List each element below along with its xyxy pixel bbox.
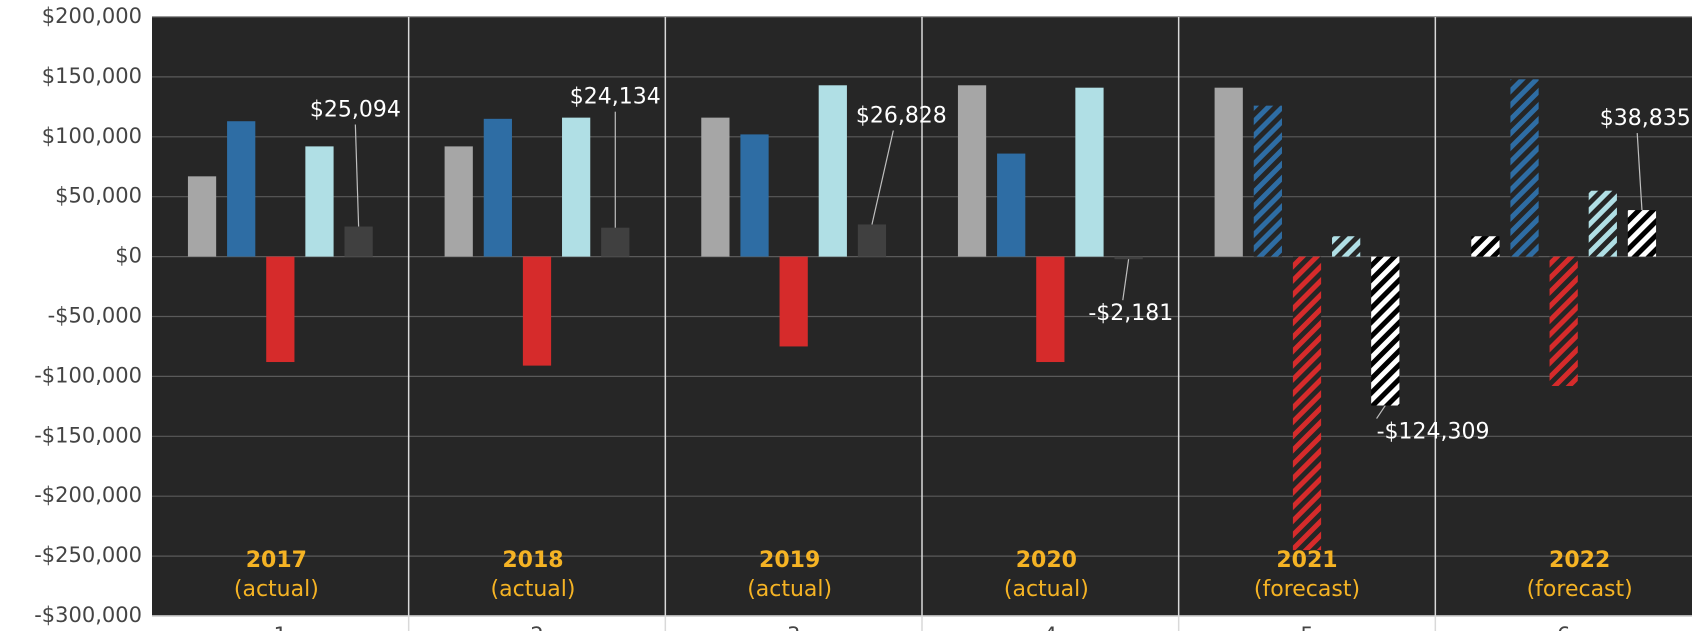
y-tick-label: $150,000 xyxy=(42,64,142,88)
data-label: -$124,309 xyxy=(1377,420,1490,445)
leader-line xyxy=(1122,259,1130,301)
bar xyxy=(562,117,591,257)
x-tick-label: 4 xyxy=(1044,623,1057,631)
group-status: (actual) xyxy=(234,577,319,602)
bar xyxy=(818,85,847,257)
leader-line xyxy=(354,124,360,227)
y-tick-label: -$250,000 xyxy=(34,543,142,567)
bar xyxy=(701,117,730,257)
x-tick-label: 2 xyxy=(530,623,543,631)
group-year: 2019 xyxy=(759,548,820,573)
bar xyxy=(997,153,1026,257)
y-tick-label: -$150,000 xyxy=(34,423,142,447)
y-tick-label: $200,000 xyxy=(42,4,142,28)
group-status: (actual) xyxy=(1004,577,1089,602)
bar xyxy=(1332,236,1361,257)
bar xyxy=(1549,256,1578,386)
data-label: $24,134 xyxy=(570,85,661,110)
group-year: 2018 xyxy=(502,548,563,573)
bar xyxy=(344,226,373,257)
y-tick-label: $0 xyxy=(115,244,142,268)
x-tick-label: 3 xyxy=(787,623,800,631)
bar xyxy=(1214,87,1243,257)
bar xyxy=(1510,79,1539,257)
group-status: (forecast) xyxy=(1527,577,1633,602)
y-tick-label: $50,000 xyxy=(55,184,142,208)
group-status: (actual) xyxy=(491,577,576,602)
x-tick-label: 6 xyxy=(1557,623,1570,631)
group-year: 2020 xyxy=(1016,548,1077,573)
bar xyxy=(601,227,630,257)
bar xyxy=(957,85,987,257)
data-label: $25,094 xyxy=(310,98,401,123)
leader-line xyxy=(1376,405,1386,419)
bar xyxy=(1371,256,1400,406)
bar xyxy=(227,121,256,257)
bar xyxy=(1627,210,1657,257)
bar xyxy=(1588,190,1617,257)
group-year: 2021 xyxy=(1276,548,1337,573)
y-tick-label: $100,000 xyxy=(42,124,142,148)
y-tick-label: -$200,000 xyxy=(34,483,142,507)
data-label: $38,835 xyxy=(1600,106,1691,131)
bar xyxy=(779,256,808,347)
bar xyxy=(1036,256,1065,363)
leader-line xyxy=(1636,133,1643,211)
bar xyxy=(305,146,334,257)
group-status: (actual) xyxy=(747,577,832,602)
bar xyxy=(266,256,295,363)
bar xyxy=(483,118,512,257)
bar xyxy=(1253,105,1282,257)
bar xyxy=(740,134,769,257)
bar xyxy=(857,224,887,257)
bar xyxy=(1292,256,1322,551)
group-status: (forecast) xyxy=(1254,577,1360,602)
leader-line xyxy=(871,130,894,225)
bar xyxy=(444,146,473,257)
bar xyxy=(1471,236,1500,257)
x-tick-label: 1 xyxy=(274,623,287,631)
bar xyxy=(1114,256,1143,260)
data-label: $26,828 xyxy=(856,103,947,128)
bar xyxy=(522,256,552,366)
x-tick-label: 5 xyxy=(1300,623,1313,631)
y-tick-label: -$50,000 xyxy=(48,304,142,328)
group-year: 2017 xyxy=(246,548,307,573)
y-tick-label: -$300,000 xyxy=(34,603,142,627)
y-tick-label: -$100,000 xyxy=(34,363,142,387)
bar xyxy=(1075,87,1104,257)
bar xyxy=(187,176,217,257)
group-year: 2022 xyxy=(1549,548,1610,573)
data-label: -$2,181 xyxy=(1088,301,1173,326)
